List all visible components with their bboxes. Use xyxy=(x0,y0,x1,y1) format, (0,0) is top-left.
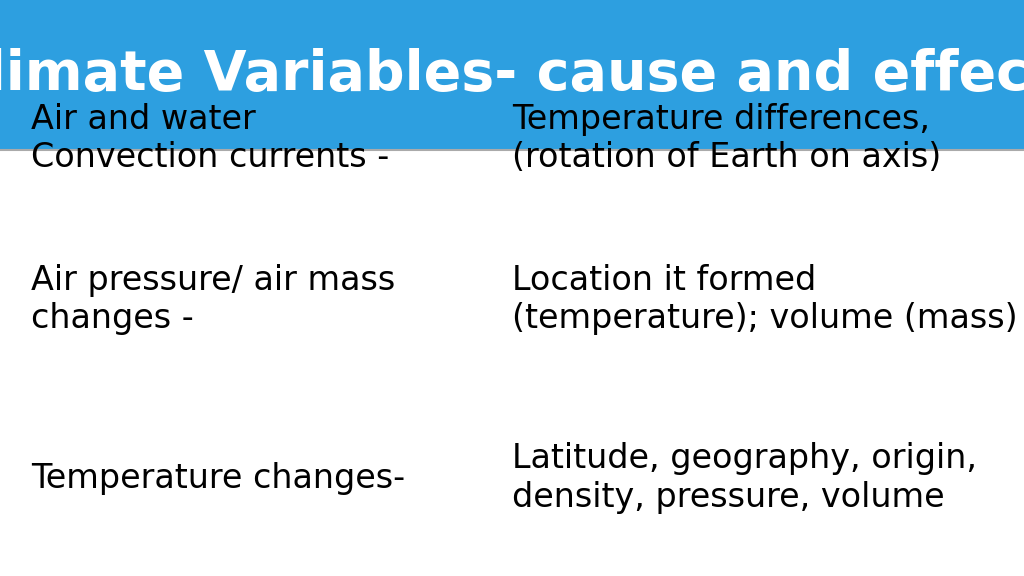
Text: Temperature changes-: Temperature changes- xyxy=(31,461,404,495)
Text: Climate Variables- cause and effect:: Climate Variables- cause and effect: xyxy=(0,48,1024,102)
FancyBboxPatch shape xyxy=(0,0,1024,150)
Text: Air and water
Convection currents -: Air and water Convection currents - xyxy=(31,103,389,174)
Text: Latitude, geography, origin,
density, pressure, volume: Latitude, geography, origin, density, pr… xyxy=(512,442,977,514)
Text: Air pressure/ air mass
changes -: Air pressure/ air mass changes - xyxy=(31,264,395,335)
Text: Temperature differences,
(rotation of Earth on axis): Temperature differences, (rotation of Ea… xyxy=(512,103,941,174)
Text: Location it formed
(temperature); volume (mass): Location it formed (temperature); volume… xyxy=(512,264,1018,335)
